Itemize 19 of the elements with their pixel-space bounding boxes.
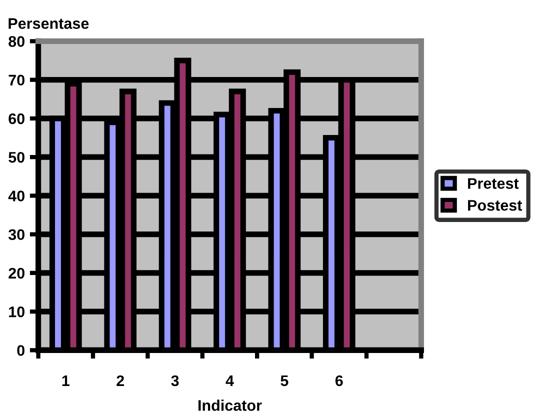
x-tick-label: 3 [171,375,179,386]
legend-label: Postest [468,200,522,211]
y-tick-label: 60 [8,113,24,124]
y-tick-label: 10 [9,306,24,318]
x-tick-label: 2 [116,375,124,386]
y-tick-label: 30 [8,229,24,240]
x-tick-label: 6 [335,375,343,386]
y-axis-title: Persentase [8,18,89,29]
y-tick-label: 0 [17,345,24,356]
y-tick-label: 50 [8,152,24,163]
y-tick-label: 20 [8,268,24,279]
y-tick-label: 70 [8,74,24,86]
x-axis-title: Indicator [198,400,262,411]
x-tick-label: 1 [62,375,70,386]
y-tick-label: 40 [8,190,24,202]
x-tick-label: 4 [226,375,234,386]
x-tick-label: 5 [280,375,288,386]
y-tick-label: 80 [8,36,24,47]
legend-label: Pretest [468,178,519,189]
